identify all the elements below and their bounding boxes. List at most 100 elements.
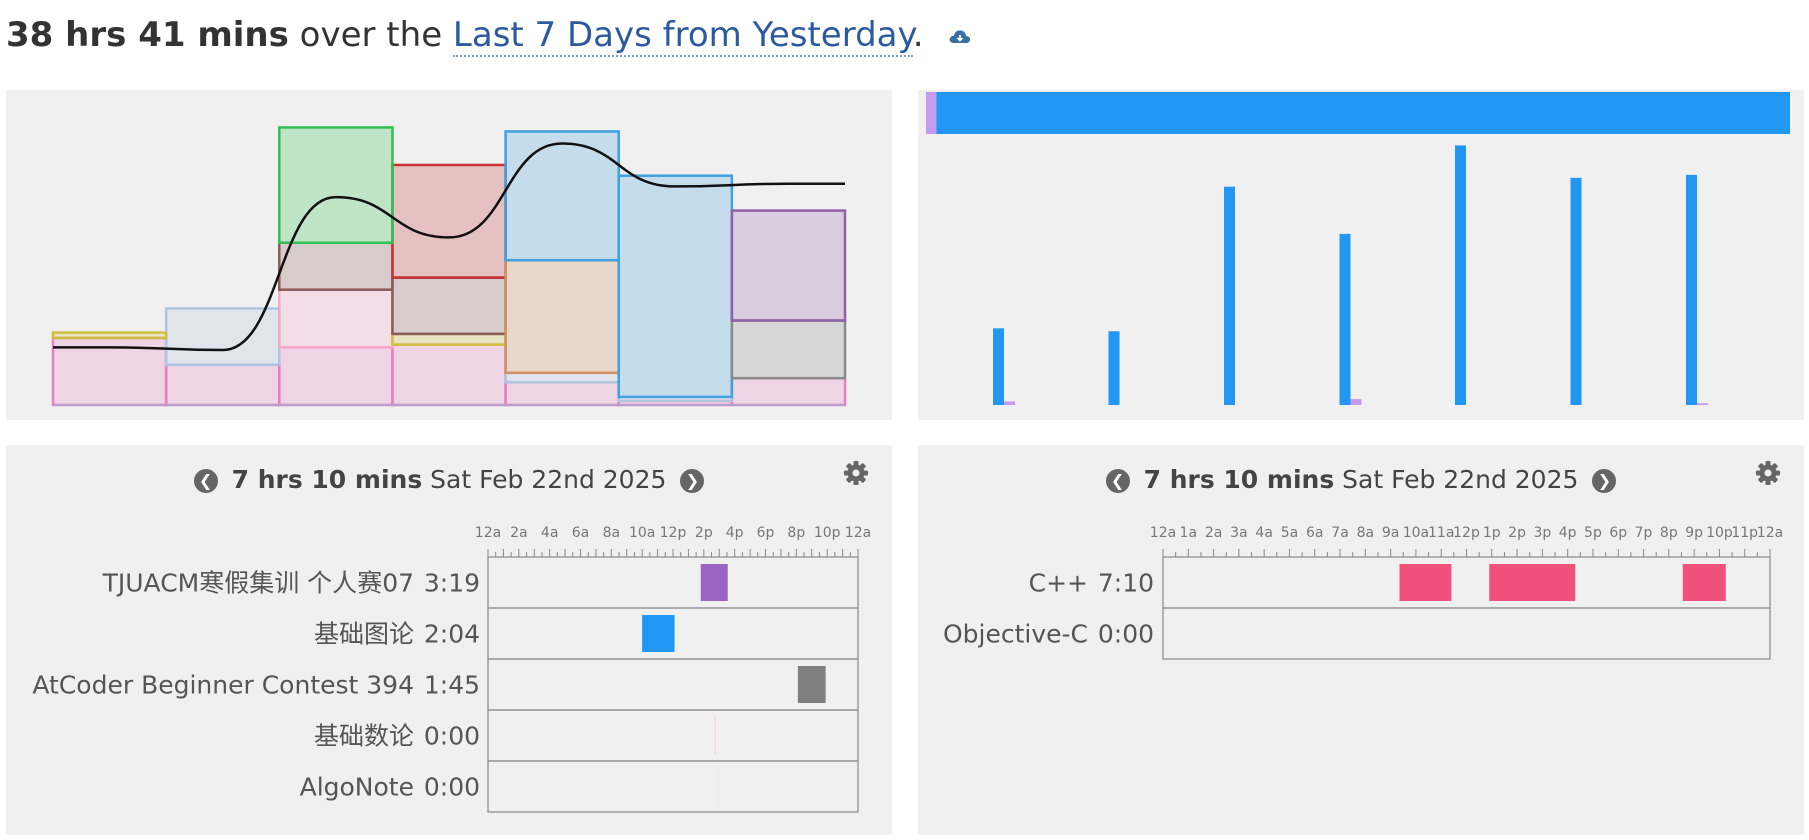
timeline-tick-label: 8a	[1357, 525, 1375, 541]
timeline-row-time: 0:00	[424, 773, 480, 802]
projects-timeline-panel: ❮ 7 hrs 10 mins Sat Feb 22nd 2025 ❯ 12a 2a 4…	[6, 445, 892, 835]
timeline-row-name: TJUACM寒假集训 个人赛07	[102, 569, 414, 598]
languages-bar-chart[interactable]	[918, 90, 1804, 420]
timeline-row-name: C++	[1029, 569, 1088, 598]
languages-day-date: Sat Feb 22nd 2025	[1342, 465, 1579, 494]
language-share-objective-c[interactable]	[926, 92, 937, 134]
timeline-row-name: AlgoNote	[300, 773, 414, 802]
area-block-layer-3-day-3[interactable]	[391, 332, 507, 346]
timeline-tick-label: 9p	[1685, 525, 1703, 541]
timeline-tick-label: 10a	[629, 525, 655, 541]
timeline-tick-label: 2a	[510, 525, 528, 541]
area-block-layer-0-day-6[interactable]	[730, 376, 847, 407]
projects-area-chart[interactable]	[6, 90, 892, 420]
projects-timeline-chart: 12a 2a 4a 6a 8a 10a 12p 2p 4p 6p 8p 10p 12aTJUACM寒假集…	[32, 525, 871, 813]
timeline-segment[interactable]	[714, 717, 716, 754]
area-block-layer-2-day-2[interactable]	[278, 288, 394, 349]
projects-day-date: Sat Feb 22nd 2025	[430, 465, 667, 494]
gear-icon[interactable]	[842, 459, 870, 487]
timeline-row-time: 0:00	[424, 722, 480, 751]
bar-objective-c-day-6[interactable]	[1697, 403, 1708, 405]
timeline-tick-label: 2a	[1205, 525, 1223, 541]
timeline-segment[interactable]	[642, 615, 675, 652]
languages-day-duration: 7 hrs 10 mins	[1143, 465, 1335, 494]
languages-bar-chart-panel	[918, 90, 1804, 420]
timeline-row-time: 1:45	[424, 671, 480, 700]
timeline-row-box	[487, 709, 859, 762]
area-block-layer-4-day-3[interactable]	[391, 276, 507, 336]
timeline-tick-label: 3p	[1533, 525, 1551, 541]
timeline-segment[interactable]	[717, 768, 719, 805]
languages-timeline-panel: ❮ 7 hrs 10 mins Sat Feb 22nd 2025 ❯ 12a 1a 2…	[918, 445, 1804, 835]
area-block-layer-4-day-2[interactable]	[278, 241, 394, 291]
timeline-tick-label: 7a	[1331, 525, 1349, 541]
area-block-layer-0-day-4[interactable]	[504, 380, 620, 407]
area-block-layer-9-day-6[interactable]	[730, 319, 847, 380]
area-block-layer-0-day-2[interactable]	[278, 346, 394, 407]
projects-day-duration: 7 hrs 10 mins	[231, 465, 423, 494]
languages-day-header: ❮ 7 hrs 10 mins Sat Feb 22nd 2025 ❯	[918, 465, 1804, 494]
timeline-segment[interactable]	[1399, 564, 1452, 601]
timeline-tick-label: 5a	[1281, 525, 1299, 541]
prev-day-button[interactable]: ❮	[193, 469, 218, 493]
gear-icon[interactable]	[1754, 459, 1782, 487]
area-block-layer-1-day-4[interactable]	[504, 371, 620, 384]
timeline-tick-label: 2p	[695, 525, 713, 541]
area-block-layer-8-day-5[interactable]	[617, 174, 734, 399]
area-block-layer-3-day-0[interactable]	[51, 331, 168, 340]
area-block-layer-8-day-4[interactable]	[504, 130, 620, 262]
next-day-button[interactable]: ❯	[680, 469, 705, 493]
timeline-row-time: 2:04	[424, 620, 480, 649]
area-block-layer-7-day-4[interactable]	[504, 258, 620, 375]
timeline-tick-label: 12a	[845, 525, 871, 541]
area-block-layer-0-day-1[interactable]	[164, 363, 281, 407]
bar-objective-c-day-0[interactable]	[1004, 401, 1015, 405]
area-block-layer-10-day-6[interactable]	[730, 209, 847, 322]
projects-area-chart-panel	[6, 90, 892, 420]
timeline-tick-label: 12a	[1757, 525, 1783, 541]
area-block-layer-6-day-2[interactable]	[278, 126, 394, 245]
bar-c--day-6[interactable]	[1686, 174, 1697, 405]
timeline-tick-label: 3a	[1230, 525, 1248, 541]
cloud-download-icon[interactable]	[948, 27, 972, 47]
timeline-row-name: 基础数论	[314, 722, 414, 751]
area-block-layer-5-day-3[interactable]	[391, 163, 507, 279]
timeline-row-name: AtCoder Beginner Contest 394	[32, 671, 414, 700]
total-time: 38 hrs 41 mins	[6, 15, 289, 55]
timeline-row-box	[487, 556, 859, 609]
timeline-tick-label: 4p	[726, 525, 744, 541]
timeline-tick-label: 6a	[572, 525, 590, 541]
timeline-tick-label: 12p	[660, 525, 687, 541]
timeline-segment[interactable]	[797, 666, 826, 703]
bar-c--day-4[interactable]	[1455, 145, 1466, 405]
date-range-link[interactable]: Last 7 Days from Yesterday	[452, 15, 913, 57]
timeline-tick-label: 9a	[1382, 525, 1400, 541]
next-day-button[interactable]: ❯	[1592, 469, 1617, 493]
timeline-tick-label: 10a	[1403, 525, 1429, 541]
timeline-tick-label: 10p	[814, 525, 841, 541]
timeline-row-time: 0:00	[1098, 620, 1154, 649]
bar-objective-c-day-3[interactable]	[1350, 399, 1362, 405]
language-share-c-[interactable]	[936, 92, 1790, 134]
bar-c--day-2[interactable]	[1224, 186, 1235, 405]
bar-c--day-3[interactable]	[1339, 233, 1351, 405]
timeline-tick-label: 5p	[1584, 525, 1602, 541]
bar-c--day-1[interactable]	[1108, 331, 1120, 405]
bar-c--day-5[interactable]	[1570, 177, 1582, 405]
timeline-row-box	[487, 760, 859, 813]
area-block-layer-0-day-3[interactable]	[391, 343, 507, 407]
timeline-tick-label: 12a	[475, 525, 501, 541]
timeline-tick-label: 10p	[1706, 525, 1733, 541]
prev-day-button[interactable]: ❮	[1105, 469, 1130, 493]
timeline-tick-label: 11a	[1428, 525, 1454, 541]
timeline-row-name: 基础图论	[314, 620, 414, 649]
bar-c--day-0[interactable]	[993, 328, 1004, 405]
total-time-curve	[53, 142, 845, 352]
timeline-segment[interactable]	[1682, 564, 1726, 601]
timeline-tick-label: 4a	[541, 525, 559, 541]
timeline-tick-label: 2p	[1508, 525, 1526, 541]
timeline-segment[interactable]	[700, 564, 728, 601]
timeline-segment[interactable]	[1489, 564, 1576, 601]
projects-day-header: ❮ 7 hrs 10 mins Sat Feb 22nd 2025 ❯	[6, 465, 892, 494]
